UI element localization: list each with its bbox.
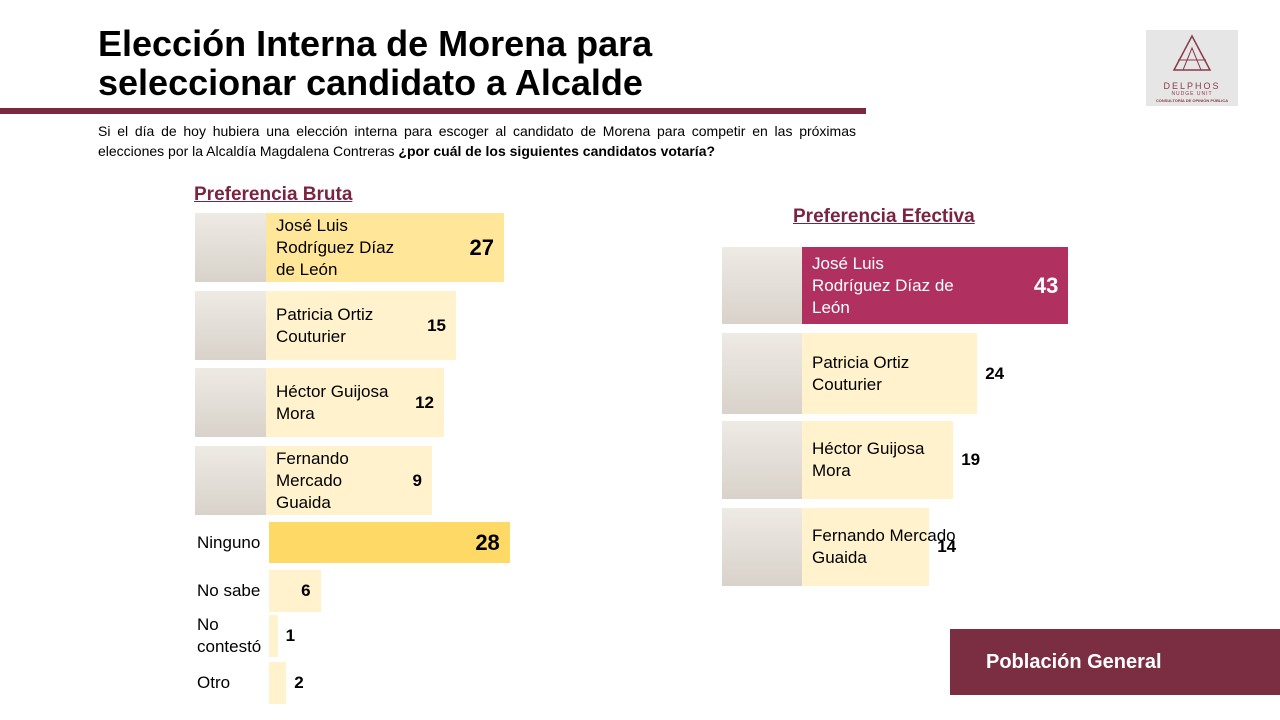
candidate-photo <box>195 368 266 437</box>
logo-mark <box>1172 34 1212 71</box>
value-label: 15 <box>427 315 446 335</box>
footer-label: Población General <box>950 629 1280 695</box>
candidate-name: Fernando Mercado Guaida <box>276 448 349 512</box>
bar <box>269 615 278 657</box>
category-label: Otro <box>197 673 231 692</box>
category-label: Ninguno <box>197 532 261 552</box>
category-label: No sabe <box>197 581 261 600</box>
value-label: 27 <box>469 234 494 260</box>
question-text: Si el día de hoy hubiera una elección in… <box>98 123 856 159</box>
candidate-photo <box>722 421 802 499</box>
candidate-name: Patricia Ortiz Couturier <box>812 352 910 394</box>
candidate-photo <box>722 333 802 414</box>
chart-title: Preferencia Bruta <box>194 184 353 205</box>
candidate-photo <box>722 508 802 586</box>
candidate-name: Fernando Mercado Guaida <box>812 526 956 567</box>
question-bold: ¿por cuál de los siguientes candidatos v… <box>398 143 716 159</box>
value-label: 43 <box>1033 272 1059 298</box>
candidate-name: Patricia Ortiz Couturier <box>276 304 374 346</box>
value-label: 12 <box>415 392 434 412</box>
slide-title: Elección Interna de Morena para seleccio… <box>98 23 653 103</box>
value-label: 28 <box>475 529 500 555</box>
question: Si el día de hoy hubiera una elección in… <box>98 121 856 161</box>
chart-title: Preferencia Efectiva <box>793 206 975 227</box>
logo-name: DELPHOS <box>1163 81 1221 91</box>
bar <box>269 570 321 612</box>
candidate-photo <box>722 247 802 324</box>
value-label: 9 <box>412 470 422 490</box>
candidate-name: Héctor Guijosa Mora <box>812 439 925 480</box>
logo: DELPHOS NUDGE UNIT CONSULTORÍA DE OPINIÓ… <box>1146 30 1238 106</box>
bar <box>802 508 930 586</box>
logo-tagline: NUDGE UNIT <box>1171 91 1213 97</box>
bar <box>269 522 510 563</box>
logo-subtitle: CONSULTORÍA DE OPINIÓN PÚBLICA <box>1155 98 1229 103</box>
value-label: 2 <box>294 673 304 692</box>
value-label: 1 <box>285 626 296 645</box>
bar <box>266 213 504 282</box>
candidate-photo <box>195 446 266 515</box>
candidate-name: José Luis Rodríguez Díaz de León <box>276 215 395 279</box>
value-label: 14 <box>937 537 957 556</box>
title-rule <box>0 108 866 114</box>
candidate-name: Héctor Guijosa Mora <box>276 381 389 423</box>
bar <box>266 446 432 515</box>
value-label: 19 <box>961 450 981 469</box>
bar <box>269 662 287 704</box>
bar <box>802 333 978 414</box>
bar <box>802 247 1069 324</box>
category-label: No contestó <box>197 615 262 656</box>
bar <box>266 291 456 360</box>
candidate-photo <box>195 213 266 282</box>
candidate-photo <box>195 291 266 360</box>
value-label: 6 <box>301 581 311 600</box>
value-label: 24 <box>985 363 1005 383</box>
bar <box>802 421 954 499</box>
candidate-name: José Luis Rodríguez Díaz de León <box>812 253 954 317</box>
bar <box>266 368 444 437</box>
